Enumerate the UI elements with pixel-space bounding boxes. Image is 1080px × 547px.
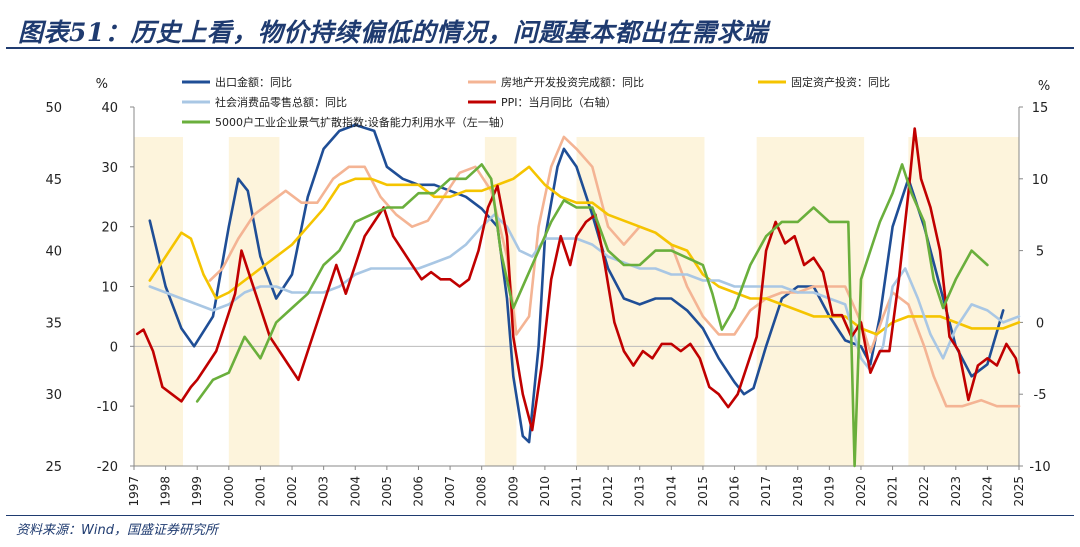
legend-label-3: 社会消费品零售总额：同比 [215,95,347,109]
x-tick-label-10: 2007 [443,476,457,507]
x-tick-label-26: 2023 [949,476,963,507]
y-right-unit-label: % [1038,79,1050,94]
x-tick-label-27: 2024 [980,476,994,507]
axes: 25 30 35 40 45 50 -20 -10 0 10 20 30 40% -10 -5 0 5 10 15%… [45,77,1050,507]
y-outer-tick-label-2: 35 [45,316,62,331]
x-tick-label-11: 2008 [475,476,489,507]
y-inner-tick-label-2: 0 [110,340,118,355]
y-outer-tick-label-3: 40 [45,245,62,260]
x-tick-label-6: 2003 [317,476,331,507]
x-tick-label-15: 2012 [601,476,615,507]
x-tick-label-24: 2021 [886,476,900,507]
x-tick-label-17: 2014 [664,476,678,507]
shaded-period-0 [134,137,183,466]
y-inner-tick-label-1: -10 [97,400,118,415]
legend-label-4: PPI：当月同比（右轴） [501,95,617,109]
x-tick-label-19: 2016 [728,476,742,507]
x-tick-label-4: 2001 [253,476,267,507]
legend-label-1: 房地产开发投资完成额：同比 [501,75,644,89]
x-tick-label-28: 2025 [1012,476,1026,507]
y-inner-tick-label-6: 40 [101,101,118,116]
x-tick-label-18: 2015 [696,476,710,507]
series-line-3 [148,213,1021,372]
source-rule [6,515,1074,516]
title-bar: 图表51：历史上看，物价持续偏低的情况，问题基本都出在需求端 [6,4,1074,48]
y-outer-tick-label-5: 50 [45,101,62,116]
legend-label-5: 5000户工业企业景气扩散指数:设备能力利用水平（左一轴） [215,115,511,129]
series-line-2 [148,165,1021,336]
y-inner-tick-label-0: -20 [97,460,118,475]
x-tick-label-2: 1999 [190,476,204,507]
x-tick-label-25: 2022 [917,476,931,507]
shaded-period-5 [908,137,1019,466]
y-right-tick-label-3: 5 [1036,245,1044,260]
chart: 25 30 35 40 45 50 -20 -10 0 10 20 30 40% -10 -5 0 5 10 15%… [45,75,1050,507]
page-title: 图表51：历史上看，物价持续偏低的情况，问题基本都出在需求端 [18,18,768,47]
shaded-period-1 [228,137,280,466]
y-outer-tick-label-1: 30 [45,388,62,403]
y-inner-tick-label-4: 20 [101,221,118,236]
x-tick-label-12: 2009 [506,476,520,507]
x-tick-label-9: 2006 [411,476,425,507]
x-tick-label-14: 2011 [570,476,584,507]
x-tick-label-23: 2020 [854,476,868,507]
series-line-5 [195,163,989,468]
series-line-4 [135,127,1021,432]
x-tick-label-0: 1997 [127,476,141,507]
shaded-period-3 [576,137,705,466]
y-inner-unit-label: % [96,77,108,92]
y-right-tick-label-4: 10 [1032,173,1049,188]
title-rule [6,47,1074,49]
y-inner-tick-label-5: 30 [101,161,118,176]
source-note: 资料来源：Wind，国盛证券研究所 [16,523,218,538]
y-right-tick-label-0: -10 [1029,460,1050,475]
y-inner-tick-label-3: 10 [101,281,118,296]
x-tick-label-21: 2018 [791,476,805,507]
x-tick-label-3: 2000 [222,476,236,507]
x-tick-label-7: 2004 [348,476,362,507]
legend-label-2: 固定资产投资：同比 [791,75,890,89]
x-tick-label-22: 2019 [822,476,836,507]
y-right-tick-label-2: 0 [1036,316,1044,331]
y-right-tick-label-1: -5 [1034,388,1047,403]
y-right-tick-label-5: 15 [1032,101,1049,116]
x-tick-label-20: 2017 [759,476,773,507]
series-lines [135,123,1021,468]
x-tick-label-5: 2002 [285,476,299,507]
y-outer-tick-label-4: 45 [45,173,62,188]
x-tick-label-8: 2005 [380,476,394,507]
y-outer-tick-label-0: 25 [45,460,62,475]
x-tick-label-13: 2010 [538,476,552,507]
legend: 出口金额：同比 房地产开发投资完成额：同比 固定资产投资：同比社会消费品零售总额：同… [182,75,890,129]
x-tick-label-1: 1998 [159,476,173,507]
x-tick-label-16: 2013 [633,476,647,507]
shaded-periods [134,137,1019,466]
legend-label-0: 出口金额：同比 [215,75,292,89]
